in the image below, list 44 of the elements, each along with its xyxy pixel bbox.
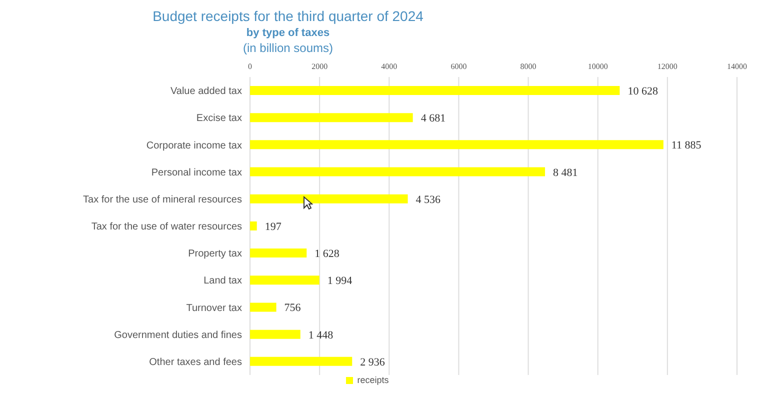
bar	[250, 113, 413, 122]
y-tick-label: Property tax	[188, 248, 242, 260]
data-label: 2 936	[360, 356, 386, 368]
chart-subtitle: by type of taxes	[245, 27, 331, 39]
data-label: 10 628	[628, 86, 658, 98]
bar	[250, 167, 546, 176]
y-tick-label: Personal income tax	[151, 167, 242, 178]
text: (in billion soums)	[242, 41, 334, 55]
bar	[250, 248, 307, 258]
bar	[250, 302, 276, 312]
x-tick-label: 12000	[657, 62, 678, 71]
chart-title: Budget receipts for the third quarter of 2024	[152, 8, 424, 24]
x-tick-label: 2000	[312, 62, 328, 71]
x-tick-label: 8000	[520, 62, 536, 71]
data-label: 11 885	[671, 140, 702, 152]
data-label: 4 681	[420, 112, 446, 125]
y-tick-label: Excise tax	[196, 113, 242, 124]
x-tick-label: 6000	[450, 62, 467, 71]
x-tick-label: 4000	[381, 62, 398, 71]
legend-label: receipts	[357, 375, 389, 385]
x-tick-label: 10000	[588, 62, 608, 71]
x-tick-label: 14000	[727, 62, 747, 71]
y-tick-label: Government duties and fines	[114, 330, 242, 341]
bar	[250, 86, 620, 95]
y-tick-label: Value added tax	[170, 86, 242, 98]
y-tick-label: Turnover tax	[186, 302, 242, 314]
bar	[250, 330, 300, 339]
bar	[250, 140, 664, 150]
bar	[250, 356, 352, 366]
bar	[250, 276, 320, 285]
data-label: 1 994	[327, 275, 353, 288]
data-label: 8 481	[553, 166, 578, 179]
data-label: 1 448	[308, 329, 334, 342]
bar	[250, 221, 257, 230]
x-tick-label: 0	[248, 62, 252, 71]
data-label: 756	[284, 302, 302, 314]
y-tick-label: Other taxes and fees	[149, 357, 242, 368]
data-label: 197	[264, 220, 282, 233]
y-tick-label: Corporate income tax	[146, 140, 242, 152]
data-label: 1 628	[314, 248, 340, 260]
y-tick-label: Tax for the use of mineral resources	[83, 194, 242, 206]
data-label: 4 536	[416, 194, 442, 206]
y-tick-label: Land tax	[204, 276, 242, 287]
y-tick-label: Tax for the use of water resources	[91, 222, 242, 233]
